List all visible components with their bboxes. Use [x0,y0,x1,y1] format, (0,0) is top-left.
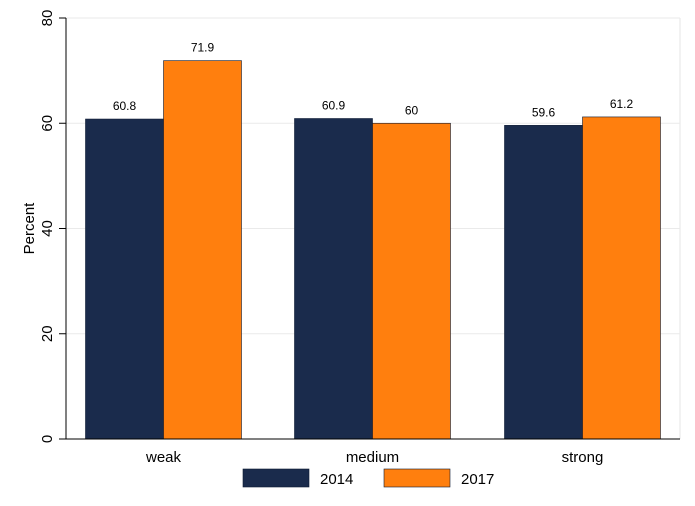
data-label-strong-2014: 59.6 [532,105,556,119]
data-label-strong-2017: 61.2 [610,97,634,111]
legend-swatch-2017 [383,468,451,488]
y-tick-label: 80 [39,10,56,27]
y-axis-title: Percent [21,202,38,255]
data-label-weak-2014: 60.8 [113,99,137,113]
bar-strong-2014 [504,125,583,440]
y-tick-label: 20 [39,325,56,342]
x-tick-label-strong: strong [562,449,604,466]
x-tick-label-medium: medium [346,449,399,466]
legend-label-2014: 2014 [320,471,353,488]
bar-strong-2017 [582,116,661,440]
y-tick-label: 40 [39,220,56,237]
data-label-medium-2014: 60.9 [322,99,346,113]
y-tick-label: 60 [39,115,56,132]
bar-weak-2017 [163,60,242,440]
bar-weak-2014 [85,118,164,440]
legend-label-2017: 2017 [461,471,494,488]
data-labels: 60.8 71.9 60.9 60 59.6 61.2 [113,41,634,120]
bar-medium-2017 [372,122,451,440]
axes: 0 20 40 60 80 weak medium strong [39,10,680,466]
x-tick-label-weak: weak [145,449,182,466]
y-tick-label: 0 [39,435,56,443]
legend-swatch-2014 [242,468,310,488]
legend: 2014 2017 [242,468,494,488]
bars [85,60,661,440]
data-label-weak-2017: 71.9 [191,41,215,55]
data-label-medium-2017: 60 [405,103,419,117]
bar-medium-2014 [294,118,373,440]
